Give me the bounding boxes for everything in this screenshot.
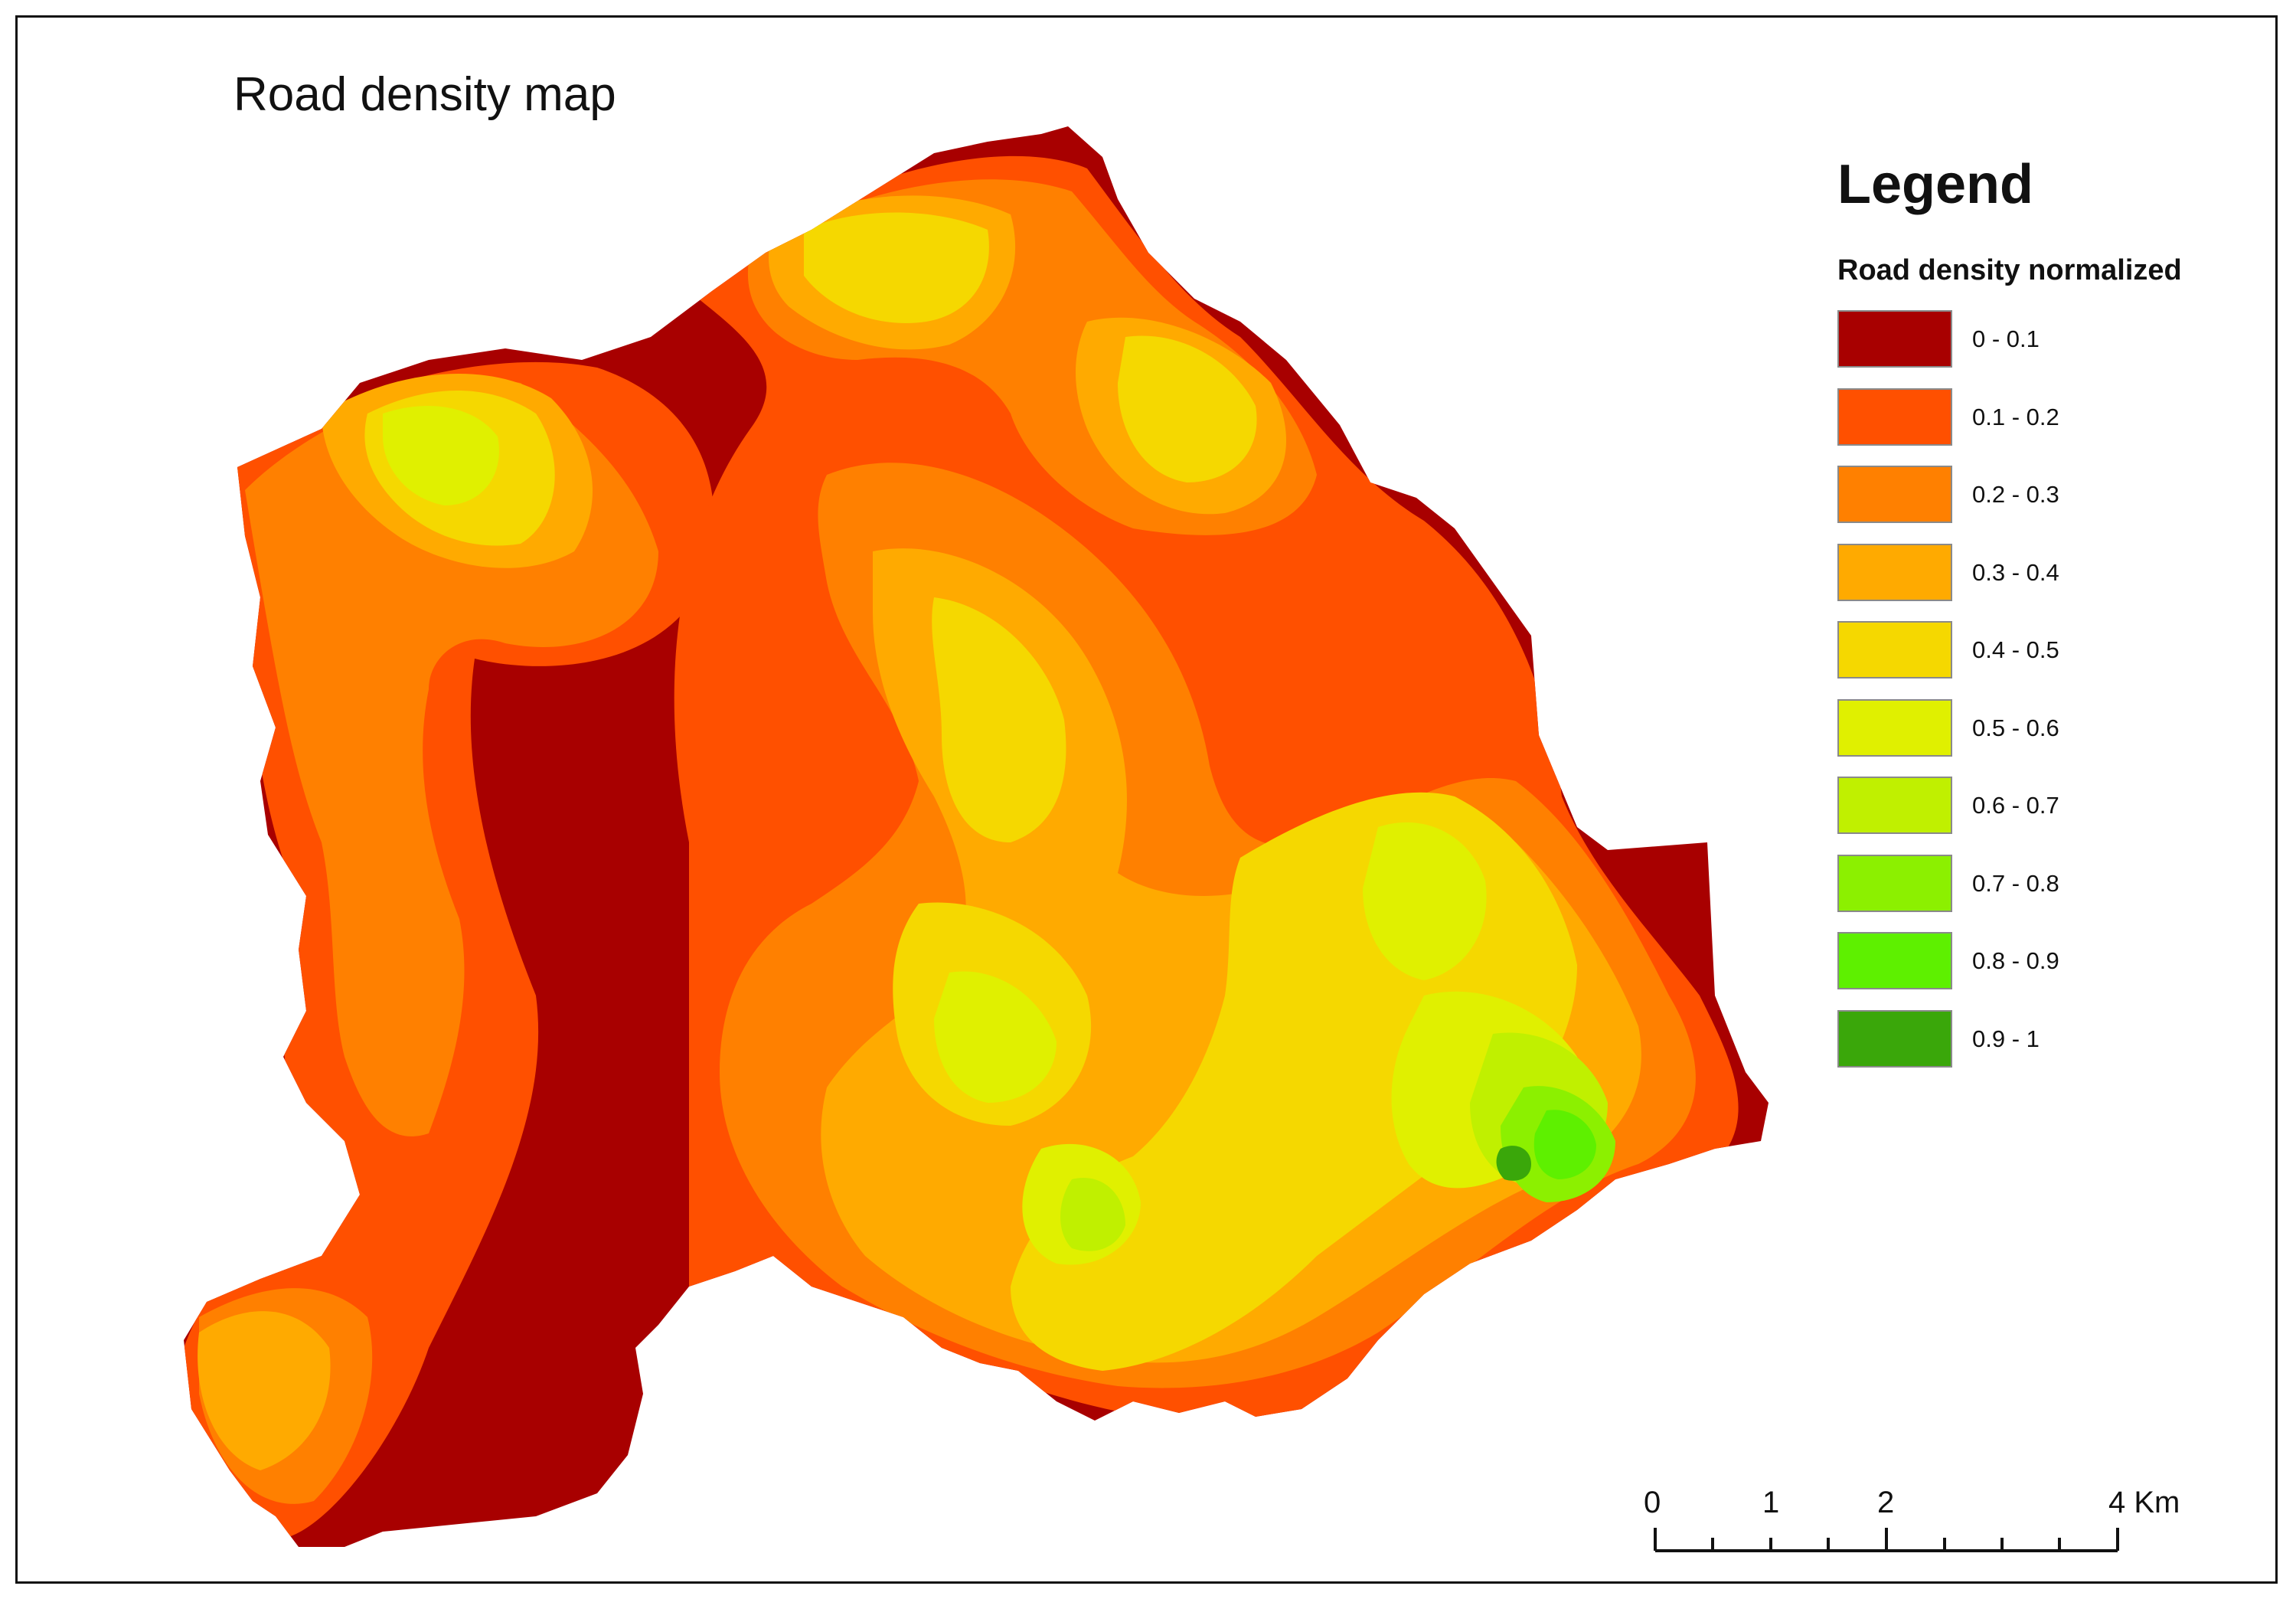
scale-label-4km: 4 Km (2108, 1486, 2180, 1519)
legend-swatch (1837, 854, 1952, 912)
legend-item: 0.3 - 0.4 (1837, 543, 2159, 605)
scale-bar (1654, 1528, 2119, 1552)
density-zones (184, 155, 1739, 1539)
legend-item: 0 - 0.1 (1837, 310, 2159, 371)
legend-label: 0 - 0.1 (1972, 325, 2040, 352)
legend-label: 0.5 - 0.6 (1972, 714, 2059, 741)
legend-label: 0.3 - 0.4 (1972, 558, 2059, 586)
map-title: Road density map (234, 68, 616, 121)
legend-label: 0.6 - 0.7 (1972, 792, 2059, 819)
legend-swatch (1837, 621, 1952, 679)
legend-swatch (1837, 310, 1952, 368)
legend-swatch (1837, 777, 1952, 834)
legend-swatch (1837, 698, 1952, 757)
legend-title: Legend (1837, 154, 2034, 215)
legend-swatch (1837, 387, 1952, 446)
legend-item: 0.8 - 0.9 (1837, 932, 2159, 993)
scale-label-2: 2 (1877, 1486, 1895, 1519)
legend-item: 0.9 - 1 (1837, 1009, 2159, 1071)
legend-subtitle: Road density normalized (1837, 254, 2182, 286)
legend-label: 0.8 - 0.9 (1972, 947, 2059, 974)
legend-swatch (1837, 1009, 1952, 1068)
legend-item: 0.5 - 0.6 (1837, 698, 2159, 760)
zones-0.9-1 (1496, 1146, 1531, 1181)
legend-label: 0.2 - 0.3 (1972, 481, 2059, 508)
legend-label: 0.4 - 0.5 (1972, 636, 2059, 663)
scale-label-0: 0 (1644, 1486, 1661, 1519)
legend-swatch (1837, 543, 1952, 601)
legend-item: 0.1 - 0.2 (1837, 387, 2159, 450)
legend-label: 0.7 - 0.8 (1972, 869, 2059, 897)
legend-item: 0.2 - 0.3 (1837, 466, 2159, 527)
legend-swatch (1837, 932, 1952, 989)
legend-item: 0.6 - 0.7 (1837, 777, 2159, 838)
legend-label: 0.9 - 1 (1972, 1025, 2040, 1052)
legend-swatch (1837, 466, 1952, 523)
scale-label-1: 1 (1762, 1486, 1780, 1519)
legend-item: 0.4 - 0.5 (1837, 621, 2159, 682)
legend-item: 0.7 - 0.8 (1837, 854, 2159, 916)
legend-label: 0.1 - 0.2 (1972, 403, 2059, 430)
zones-0.8-0.9 (1533, 1110, 1596, 1179)
